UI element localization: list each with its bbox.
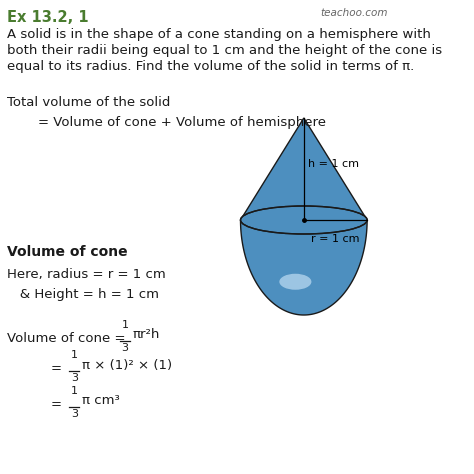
Text: 1: 1 — [71, 350, 78, 360]
Text: 3: 3 — [71, 373, 78, 383]
Text: r = 1 cm: r = 1 cm — [310, 234, 359, 244]
Text: =: = — [51, 362, 66, 375]
Text: both their radii being equal to 1 cm and the height of the cone is: both their radii being equal to 1 cm and… — [7, 44, 442, 57]
Text: 3: 3 — [121, 343, 128, 353]
Text: Total volume of the solid: Total volume of the solid — [7, 96, 170, 109]
Text: π cm³: π cm³ — [82, 394, 119, 408]
Text: 1: 1 — [71, 386, 78, 396]
Text: equal to its radius. Find the volume of the solid in terms of π.: equal to its radius. Find the volume of … — [7, 60, 414, 73]
Text: Volume of cone: Volume of cone — [7, 245, 128, 259]
Text: h = 1 cm: h = 1 cm — [308, 159, 359, 169]
Polygon shape — [240, 220, 367, 315]
Text: =: = — [51, 398, 66, 411]
Text: Here, radius = r = 1 cm: Here, radius = r = 1 cm — [7, 268, 165, 281]
Text: teachoo.com: teachoo.com — [321, 8, 388, 18]
Text: πr²h: πr²h — [133, 328, 160, 341]
Ellipse shape — [279, 274, 311, 290]
Text: 1: 1 — [121, 320, 128, 330]
Text: & Height = h = 1 cm: & Height = h = 1 cm — [7, 288, 159, 301]
Ellipse shape — [240, 206, 367, 234]
Polygon shape — [240, 118, 367, 220]
Text: A solid is in the shape of a cone standing on a hemisphere with: A solid is in the shape of a cone standi… — [7, 28, 430, 41]
Text: Volume of cone =: Volume of cone = — [7, 332, 129, 345]
Text: Ex 13.2, 1: Ex 13.2, 1 — [7, 10, 88, 25]
Text: 3: 3 — [71, 409, 78, 419]
Text: = Volume of cone + Volume of hemisphere: = Volume of cone + Volume of hemisphere — [38, 116, 326, 129]
Text: π × (1)² × (1): π × (1)² × (1) — [82, 358, 172, 372]
